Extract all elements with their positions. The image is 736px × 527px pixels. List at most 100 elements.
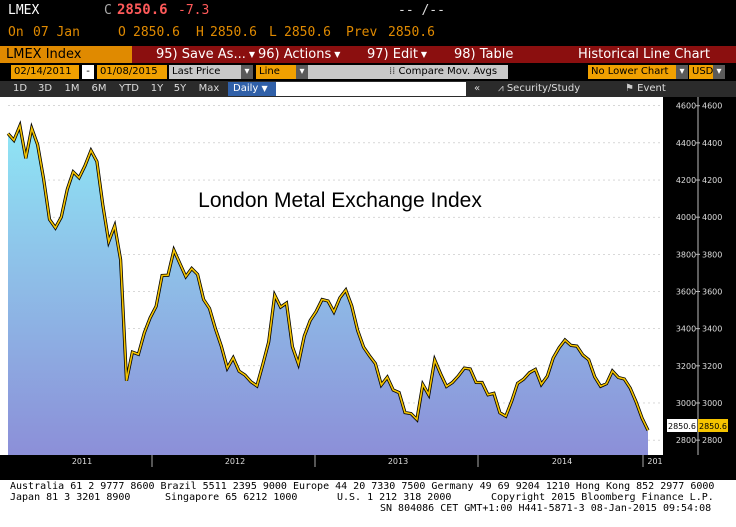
y-tick-label: 4200 bbox=[702, 176, 722, 185]
period-3d[interactable]: 3D bbox=[37, 83, 53, 94]
last-value-label: 2850.6 bbox=[668, 422, 696, 431]
event-button[interactable]: ⚑ Event bbox=[625, 82, 685, 96]
frequency-label: Daily bbox=[233, 83, 259, 94]
prev-value: 2850.6 bbox=[388, 25, 435, 40]
menu-bar: LMEX Index 95) Save As... ▼ 96) Actions ▼ … bbox=[0, 46, 736, 63]
y-tick-label: 4000 bbox=[702, 213, 722, 222]
line-chart-icon: ⩘ bbox=[498, 83, 504, 94]
frequency-field[interactable] bbox=[276, 82, 466, 96]
price-line bbox=[7, 122, 649, 431]
x-tick-label: 2014 bbox=[552, 457, 572, 466]
last-value-box-yellow bbox=[698, 419, 728, 432]
period-1m[interactable]: 1M bbox=[64, 83, 80, 94]
event-flag-icon: ⚑ bbox=[625, 83, 634, 94]
price-area bbox=[8, 125, 648, 456]
open-value: 2850.6 bbox=[133, 25, 180, 40]
x-tick-label: 2011 bbox=[72, 457, 92, 466]
price-change-value: -7.3 bbox=[178, 3, 210, 18]
y-tick-label: 3800 bbox=[702, 250, 722, 259]
footer-copyright: Copyright 2015 Bloomberg Finance L.P. bbox=[491, 492, 714, 503]
low-value: 2850.6 bbox=[284, 25, 331, 40]
footer-us: U.S. 1 212 318 2000 bbox=[337, 492, 452, 503]
chevron-down-icon: ▼ bbox=[248, 50, 256, 59]
prev-label: Prev bbox=[346, 25, 378, 40]
security-study-label: Security/Study bbox=[506, 83, 581, 94]
y-tick-label: 3600 bbox=[676, 288, 696, 297]
period-5y[interactable]: 5Y bbox=[173, 83, 187, 94]
compare-field[interactable]: ⁞⁞ Compare Mov. Avgs bbox=[308, 65, 508, 79]
y-axis-panel bbox=[663, 97, 736, 467]
quote-time: -- /-- bbox=[398, 3, 445, 18]
last-value-label-yellow: 2850.6 bbox=[699, 422, 727, 431]
period-1y[interactable]: 1Y bbox=[150, 83, 164, 94]
y-tick-label: 3000 bbox=[702, 399, 722, 408]
actions-label: 96) Actions bbox=[258, 47, 332, 62]
footer-japan: Japan 81 3 3201 8900 bbox=[10, 492, 131, 503]
high-value: 2850.6 bbox=[210, 25, 257, 40]
y-tick-label: 2800 bbox=[702, 436, 722, 445]
y-tick-label: 3200 bbox=[702, 362, 722, 371]
x-tick-label: 201 bbox=[647, 457, 662, 466]
save-as-label: 95) Save As... bbox=[156, 47, 246, 62]
security-study-button[interactable]: ⩘ Security/Study bbox=[498, 82, 608, 96]
ticker-label: LMEX bbox=[8, 3, 40, 18]
chevron-down-icon: ▼ bbox=[261, 84, 268, 93]
frequency-select[interactable]: Daily ▼ bbox=[228, 82, 276, 96]
chevron-down-icon[interactable]: ▾ bbox=[296, 65, 308, 79]
chart-type-title: Historical Line Chart bbox=[578, 47, 710, 62]
period-max[interactable]: Max bbox=[198, 83, 220, 94]
period-ytd[interactable]: YTD bbox=[119, 83, 139, 94]
chevron-down-icon[interactable]: ▾ bbox=[676, 65, 688, 79]
price-chart[interactable]: 2800 2800 3000 3000 3200 3200 3400 3400 3600 3600… bbox=[0, 97, 736, 467]
style-select[interactable]: Line bbox=[256, 65, 296, 79]
security-field[interactable]: LMEX Index bbox=[0, 46, 132, 63]
date-separator: - bbox=[82, 65, 94, 79]
lower-chart-select[interactable]: No Lower Chart bbox=[588, 65, 676, 79]
security-name: LMEX Index bbox=[6, 47, 82, 62]
x-tick-label: 2012 bbox=[225, 457, 245, 466]
ohlc-row: On 07 Jan O 2850.6 H 2850.6 L 2850.6 Pre… bbox=[0, 20, 736, 42]
y-tick-label: 3600 bbox=[702, 288, 722, 297]
footer-singapore: Singapore 65 6212 1000 bbox=[165, 492, 298, 503]
footer-session-info: SN 804086 CET GMT+1:00 H441-5871-3 08-Ja… bbox=[380, 503, 712, 514]
edit-menu[interactable]: 97) Edit ▼ bbox=[367, 46, 427, 63]
y-tick-label: 2800 bbox=[676, 436, 696, 445]
collapse-button[interactable]: « bbox=[473, 83, 481, 94]
period-6m[interactable]: 6M bbox=[91, 83, 107, 94]
field-select[interactable]: Last Price bbox=[169, 65, 241, 79]
chevron-down-icon: ▼ bbox=[334, 50, 341, 59]
y-tick-label: 4200 bbox=[676, 176, 696, 185]
chart-svg: 2800 2800 3000 3000 3200 3200 3400 3400 3600 3600… bbox=[0, 97, 736, 467]
end-date-field[interactable]: 01/08/2015 bbox=[97, 65, 167, 79]
low-label: L bbox=[269, 25, 277, 40]
actions-menu[interactable]: 96) Actions ▼ bbox=[258, 46, 340, 63]
y-axis: 2800 2800 3000 3000 3200 3200 3400 3400 3600 3600… bbox=[676, 97, 722, 455]
table-menu[interactable]: 98) Table bbox=[454, 46, 513, 63]
y-tick-label: 4000 bbox=[676, 213, 696, 222]
chevron-down-icon[interactable]: ▾ bbox=[241, 65, 253, 79]
y-tick-label: 3400 bbox=[702, 325, 722, 334]
high-label: H bbox=[196, 25, 204, 40]
x-axis: 2011 2012 2013 2014 201 bbox=[72, 455, 663, 467]
start-date-field[interactable]: 02/14/2011 bbox=[11, 65, 79, 79]
parameter-bar: 02/14/2011 - 01/08/2015 Last Price ▾ Lin… bbox=[0, 63, 736, 81]
compare-label: Compare Mov. Avgs bbox=[398, 66, 498, 77]
chevron-down-icon[interactable]: ▾ bbox=[713, 65, 725, 79]
open-label: O bbox=[118, 25, 126, 40]
y-tick-label: 3800 bbox=[676, 250, 696, 259]
period-toolbar: 1D 3D 1M 6M YTD 1Y 5Y Max Daily ▼ « ⩘ Se… bbox=[0, 81, 736, 97]
edit-label: 97) Edit bbox=[367, 47, 418, 62]
last-price-label: C bbox=[104, 3, 112, 18]
compare-icon: ⁞⁞ bbox=[389, 66, 396, 77]
x-axis-panel bbox=[0, 455, 663, 467]
x-tick-label: 2013 bbox=[388, 457, 408, 466]
last-value-box bbox=[667, 419, 697, 432]
chevron-down-icon: ▼ bbox=[420, 50, 428, 59]
period-1d[interactable]: 1D bbox=[12, 83, 28, 94]
currency-select[interactable]: USD bbox=[689, 65, 713, 79]
save-as-menu[interactable]: 95) Save As... ▼ bbox=[156, 46, 255, 63]
event-label: Event bbox=[637, 83, 666, 94]
chart-title: London Metal Exchange Index bbox=[198, 189, 482, 212]
quote-header: LMEX C 2850.6 -7.3 -- /-- bbox=[0, 0, 736, 20]
y-tick-label: 4600 bbox=[702, 102, 722, 111]
